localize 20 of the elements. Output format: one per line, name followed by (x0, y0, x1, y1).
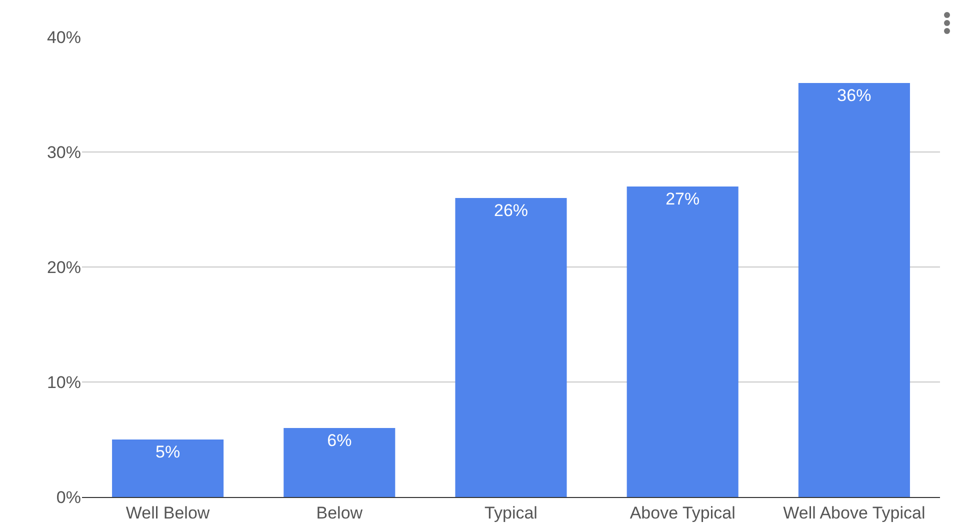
y-tick-label: 20% (46, 258, 81, 277)
x-tick-label: Above Typical (630, 503, 736, 522)
bar (798, 83, 910, 497)
y-tick-label: 40% (46, 28, 81, 47)
x-tick-label: Well Below (126, 503, 210, 522)
data-label: 27% (666, 190, 700, 208)
y-tick-label: 10% (46, 372, 81, 392)
data-label: 5% (156, 442, 180, 462)
data-label: 36% (837, 86, 872, 105)
y-tick-label: 0% (56, 488, 81, 507)
bar (626, 186, 738, 497)
bar (455, 198, 567, 497)
data-label: 26% (494, 201, 528, 220)
bar (284, 428, 396, 497)
data-label: 6% (327, 431, 352, 450)
x-tick-label: Below (316, 503, 364, 522)
y-tick-label: 30% (46, 142, 81, 162)
bar (112, 440, 224, 497)
x-tick-label: Well Above Typical (783, 503, 926, 522)
x-tick-label: Typical (484, 503, 538, 522)
